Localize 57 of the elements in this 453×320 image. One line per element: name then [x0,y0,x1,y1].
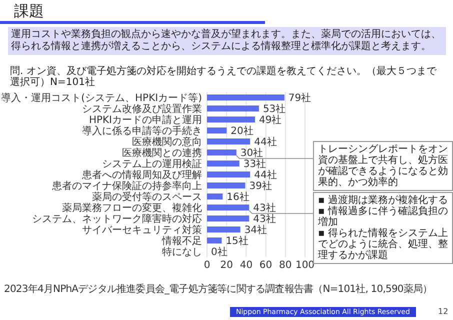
bar [207,106,259,112]
data-label: 79社 [288,92,312,104]
bar [207,216,250,222]
bar [207,194,223,200]
text: 12 [438,307,448,317]
data-label: 39社 [249,180,272,192]
bar [207,182,246,188]
y-tick-label: 導入に係る申請等の手続き [82,125,202,137]
text: 2023年4月NPhAデジタル推進委員会_電子処方箋等に関する調査報告書（N=101社, 10,590薬局） [4,284,432,295]
bar [207,128,227,134]
annotation: トレーシングレポートをオン資の基盤上で共有し、処方医が確認できるようになると効果的、かつ効率的 [313,140,453,190]
bar [207,94,284,100]
y-tick-label: システム改修及び設置作業 [82,103,202,115]
data-label: 20社 [230,125,254,137]
data-label: 53社 [262,103,286,115]
y-tick-label: 患者への情報周知及び理解 [81,169,202,181]
data-label: 49社 [259,114,282,126]
x-tick-label: 0 [204,260,210,271]
y-tick-label: 医療機関との連携 [122,147,202,159]
data-label: 43社 [253,213,276,225]
bar [207,160,240,166]
bar [207,238,222,244]
x-tick-label: 80 [279,260,292,271]
data-label: 33社 [243,158,266,170]
data-label: 0社 [211,246,228,258]
data-label: 30社 [240,147,264,159]
data-label: 15社 [226,235,248,247]
data-label: 16社 [226,191,250,203]
data-label: 34社 [244,224,268,236]
y-tick-label: HPKIカードの申請と運用 [88,114,202,126]
data-label: 44社 [254,136,277,148]
data-label: 44社 [254,169,277,181]
bar [207,150,236,156]
x-tick-label: 60 [259,260,272,271]
bar [207,138,250,144]
text: 課題 [14,2,44,21]
text: 問. オン資、及び電子処方箋の対応を開始するうえでの課題を教えてください。（最大５つまで選択可）N=101社 [10,66,438,88]
y-tick-label: 薬局業務フローの変更、複雑化 [62,202,202,214]
y-tick-label: 導入・運用コスト(システム、HPKIカード等) [1,92,202,104]
y-tick-label: システム、ネットワーク障害時の対応 [32,213,202,225]
bar [207,116,256,122]
y-tick-label: 薬局の受付等のスペース [92,191,202,203]
bar [207,204,250,210]
x-tick-label: 100 [295,260,315,271]
y-tick-label: 患者のマイナ保険証の持参率向上 [51,180,202,192]
y-tick-label: サイバーセキュリティ対策 [82,224,202,236]
annotation: ▪ 過渡期は業務が複雑化する ▪ 情報過多に伴う確認負担の増加 ▪ 得られた情報をシステム上でどのように統合、処理、整理するかが課題 [313,192,453,264]
y-tick-label: システム上の運用検証 [102,158,202,170]
y-tick-label: 情報不足 [161,235,202,247]
bar [207,226,240,232]
y-tick-label: 特になし [162,246,202,258]
y-tick-label: 医療機関の意向 [132,136,202,148]
chart-subtitle: 運用コストや業務負担の観点から速やかな普及が望まれます。また、薬局での活用においては、得られる情報と連携が増えることから、システムによる情報整理と標準化が課題と考えます。 [8,27,446,55]
x-tick-label: 20 [220,260,233,271]
bar [207,172,250,178]
x-tick-label: 40 [240,260,253,271]
data-label: 43社 [253,202,276,214]
